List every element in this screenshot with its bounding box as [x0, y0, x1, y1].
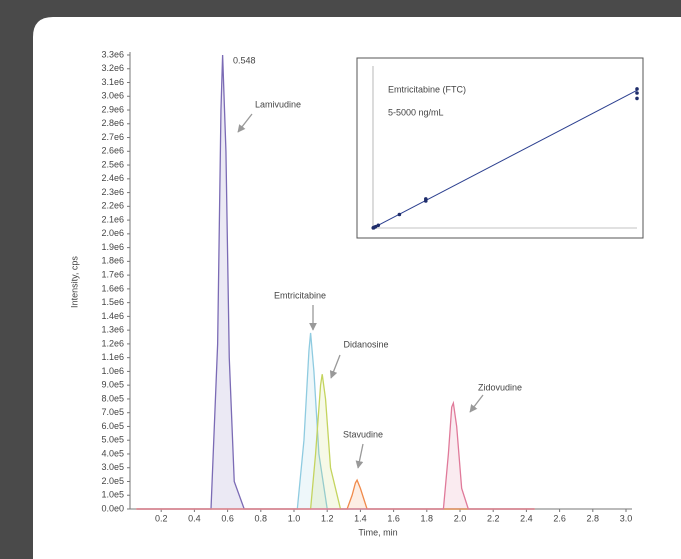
calib-point: [635, 87, 639, 91]
x-tick-label: 0.2: [155, 513, 168, 523]
arrow: [329, 354, 341, 379]
calib-point: [397, 212, 402, 217]
arrow: [355, 443, 364, 469]
inset-title: Emtricitabine (FTC): [388, 84, 466, 94]
x-tick-label: 0.8: [255, 513, 268, 523]
y-tick-label: 2.0e5: [101, 476, 124, 486]
trace: [136, 400, 535, 510]
y-tick-label: 7.0e5: [101, 407, 124, 417]
y-tick-label: 0.0e0: [101, 503, 124, 513]
y-tick-label: 2.7e6: [101, 132, 124, 142]
peak-label: 0.548: [233, 55, 256, 65]
y-tick-label: 3.3e6: [101, 49, 124, 59]
y-tick-label: 1.8e6: [101, 256, 124, 266]
x-tick-label: 3.0: [620, 513, 633, 523]
y-tick-label: 1.5e6: [101, 297, 124, 307]
peak-name: Didanosine: [343, 339, 388, 349]
peak-name: Zidovudine: [478, 382, 522, 392]
calib-point: [635, 91, 639, 95]
x-tick-label: 2.4: [520, 513, 533, 523]
x-tick-label: 1.6: [387, 513, 400, 523]
y-tick-label: 1.6e6: [101, 283, 124, 293]
x-tick-label: 1.2: [321, 513, 334, 523]
trace: [136, 332, 535, 510]
arrow: [469, 394, 484, 413]
inset-subtitle: 5-5000 ng/mL: [388, 107, 444, 117]
y-tick-label: 3.1e6: [101, 77, 124, 87]
y-tick-label: 1.3e6: [101, 325, 124, 335]
y-tick-label: 2.3e6: [101, 187, 124, 197]
calib-point: [424, 197, 428, 201]
x-tick-label: 2.2: [487, 513, 500, 523]
y-tick-label: 4.0e5: [101, 448, 124, 458]
y-tick-label: 9.0e5: [101, 380, 124, 390]
y-tick-label: 2.2e6: [101, 201, 124, 211]
trace: [136, 54, 535, 510]
peak-name: Stavudine: [343, 429, 383, 439]
trace: [136, 478, 535, 510]
y-tick-label: 1.1e6: [101, 352, 124, 362]
y-tick-label: 1.9e6: [101, 242, 124, 252]
y-axis-title: Intensity, cps: [69, 256, 79, 308]
trace: [136, 374, 535, 510]
y-tick-label: 3.2e6: [101, 63, 124, 73]
y-tick-label: 1.4e6: [101, 311, 124, 321]
y-tick-label: 3.0e6: [101, 91, 124, 101]
calib-point: [635, 96, 639, 101]
inset-frame: [356, 57, 644, 239]
y-tick-label: 5.0e5: [101, 435, 124, 445]
x-tick-label: 0.4: [188, 513, 201, 523]
x-tick-label: 1.0: [288, 513, 301, 523]
calib-point: [376, 223, 381, 228]
y-tick-label: 2.1e6: [101, 214, 124, 224]
arrow: [237, 113, 253, 133]
x-axis-title: Time, min: [358, 527, 397, 537]
y-tick-label: 3.0e5: [101, 462, 124, 472]
peak-name: Lamivudine: [255, 99, 301, 109]
x-tick-label: 1.4: [354, 513, 367, 523]
y-tick-label: 2.0e6: [101, 228, 124, 238]
y-tick-label: 1.2e6: [101, 338, 124, 348]
y-tick-label: 8.0e5: [101, 393, 124, 403]
y-tick-label: 2.8e6: [101, 118, 124, 128]
y-tick-label: 6.0e5: [101, 421, 124, 431]
x-tick-label: 0.6: [221, 513, 234, 523]
y-tick-label: 1.0e5: [101, 490, 124, 500]
y-tick-label: 1.7e6: [101, 269, 124, 279]
y-tick-label: 2.6e6: [101, 146, 124, 156]
y-tick-label: 2.9e6: [101, 104, 124, 114]
x-tick-label: 2.8: [587, 513, 600, 523]
y-tick-label: 2.4e6: [101, 173, 124, 183]
y-tick-label: 1.0e6: [101, 366, 124, 376]
x-tick-label: 2.0: [454, 513, 467, 523]
x-tick-label: 2.6: [553, 513, 566, 523]
y-tick-label: 2.5e6: [101, 159, 124, 169]
fit-line: [372, 89, 638, 229]
peak-name: Emtricitabine: [274, 290, 326, 300]
x-tick-label: 1.8: [421, 513, 434, 523]
